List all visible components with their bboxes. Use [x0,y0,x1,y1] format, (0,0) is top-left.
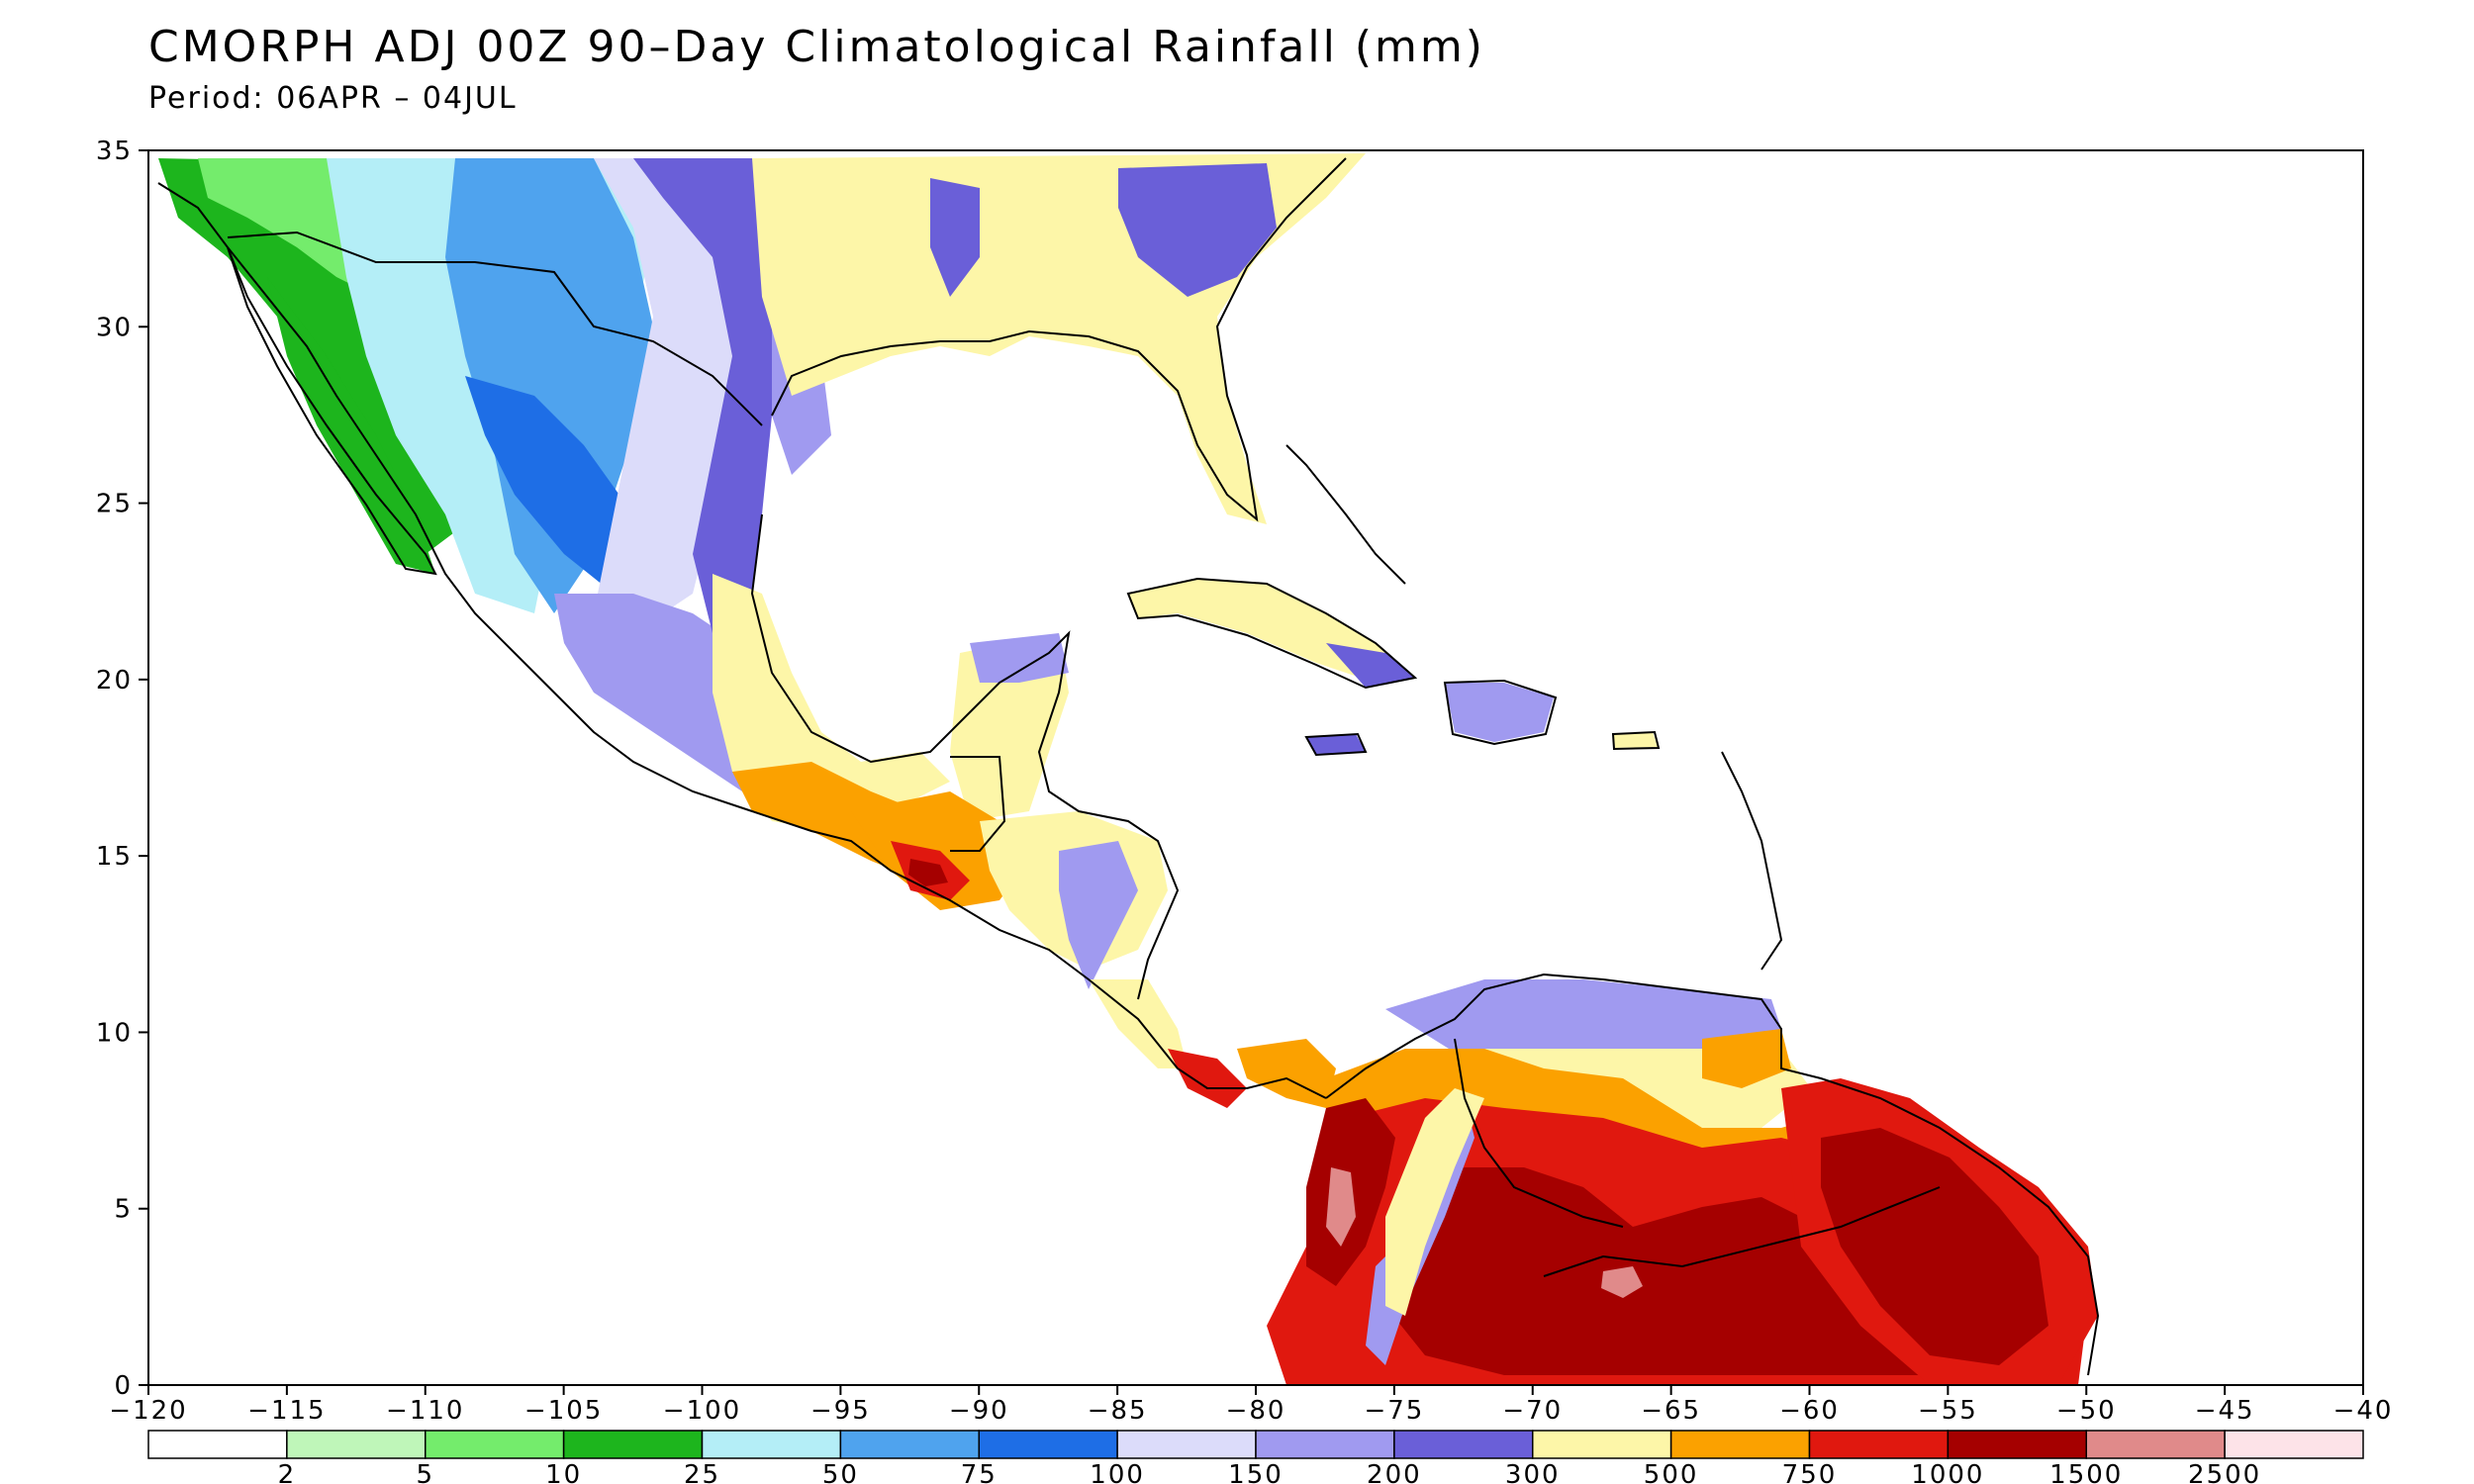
x-tick-label: −70 [1502,1396,1563,1426]
y-axis: 0 5 10 15 20 25 30 35 [96,137,148,1401]
coastline-baja [227,246,437,576]
x-tick-label: −115 [247,1396,326,1426]
precip-region-cuba [1128,579,1405,683]
coastline-north-america [157,182,1327,1099]
y-tick-label: 30 [96,313,133,342]
colorbar-swatch [839,1430,980,1459]
precip-region-nicaragua [1059,841,1138,989]
colorbar-swatch [2224,1430,2364,1459]
colorbar-swatch [562,1430,704,1459]
y-tick-label: 5 [114,1195,133,1225]
border-guatemala [950,756,1006,852]
precip-region-hispaniola [1445,683,1554,742]
colorbar-swatch [1808,1430,1950,1459]
colorbar-label: 300 [1505,1460,1561,1484]
colorbar-label: 25 [684,1460,720,1484]
x-tick-label: −40 [2333,1396,2394,1426]
colorbar-swatch [1255,1430,1395,1459]
x-tick-label: −110 [386,1396,464,1426]
coastline-us-gulf [771,157,1347,522]
precip-region-venezuela-coast [1385,979,1781,1059]
map-title: CMORPH ADJ 00Z 90–Day Climatological Rai… [148,22,1485,72]
border-us-mexico [227,231,763,426]
precip-region-georgia [1118,163,1277,297]
colorbar-label: 10 [545,1460,582,1484]
coastline-south-america [1325,973,2100,1376]
colorbar-swatch [1116,1430,1257,1459]
x-tick-label: −100 [663,1396,741,1426]
x-axis: −120 −115 −110 −105 −100 −95 −90 −85 −80 −75 −70 −6… [109,1385,2394,1426]
precip-region-andes-yellow [1385,1088,1484,1316]
colorbar: 2 5 10 25 50 75 100 150 200 300 500 750 1000 1500 2500 [147,1430,2364,1484]
precip-region-guatemala-core [908,859,948,886]
x-tick-label: −45 [2195,1396,2255,1426]
coastline-gulf [750,513,1180,1000]
x-tick-label: −85 [1088,1396,1148,1426]
colorbar-label: 150 [1228,1460,1284,1484]
precip-region-yucatan-purple [970,633,1069,683]
colorbar-swatch [978,1430,1118,1459]
colorbar-label: 750 [1782,1460,1838,1484]
precip-region-cuba-east [1326,643,1415,688]
x-tick-label: −75 [1364,1396,1424,1426]
colorbar-label: 200 [1367,1460,1422,1484]
colorbar-label: 1000 [1911,1460,1984,1484]
colorbar-swatch [1669,1430,1811,1459]
x-tick-label: −95 [810,1396,871,1426]
coastline-cuba [1126,577,1418,690]
colorbar-swatch [701,1430,842,1459]
colorbar-label: 500 [1644,1460,1699,1484]
x-tick-label: −65 [1641,1396,1701,1426]
precip-region-costa-rica [1089,979,1188,1068]
x-tick-label: −80 [1226,1396,1286,1426]
rainfall-fill [158,153,2098,1385]
colorbar-swatch [147,1430,288,1459]
y-tick-label: 20 [96,666,133,696]
coastline-jamaica [1304,732,1368,757]
colorbar-label: 5 [416,1460,434,1484]
precip-region-panama [1168,1049,1247,1108]
coastline-puerto-rico [1611,730,1661,751]
precip-region-puerto-rico [1613,732,1658,748]
precip-region-amapa [1702,1029,1791,1088]
map-period: Period: 06APR – 04JUL [148,81,518,116]
x-tick-label: −60 [1779,1396,1840,1426]
x-tick-label: −105 [524,1396,603,1426]
colorbar-label: 2500 [2188,1460,2261,1484]
coastline-bahamas [1285,444,1406,585]
precip-region-southern-plains [930,178,980,297]
x-tick-label: −55 [1918,1396,1978,1426]
x-tick-label: −120 [109,1396,187,1426]
coastline-hispaniola [1443,679,1558,746]
border-brazil [1543,1186,1941,1277]
colorbar-swatch [1532,1430,1672,1459]
y-tick-label: 0 [114,1371,133,1401]
colorbar-swatch [286,1430,427,1459]
y-tick-label: 25 [96,490,133,519]
coastline-lesser-antilles [1721,751,1783,971]
colorbar-label: 50 [822,1460,859,1484]
colorbar-label: 75 [961,1460,998,1484]
colorbar-swatch [2085,1430,2226,1459]
colorbar-label: 2 [278,1460,297,1484]
coastlines [157,157,2100,1376]
precip-region-guianas-core [1821,1128,2048,1365]
precip-region-jamaica [1306,734,1366,754]
border-colombia-venezuela [1454,1038,1624,1228]
colorbar-label: 100 [1090,1460,1145,1484]
colorbar-swatch [1393,1430,1534,1459]
y-tick-label: 15 [96,842,133,872]
precip-region-amazon-max [1601,1266,1643,1298]
x-tick-label: −50 [2056,1396,2117,1426]
x-tick-label: −90 [949,1396,1009,1426]
precip-region-sierra-madre [465,376,653,594]
y-tick-label: 35 [96,137,133,166]
colorbar-swatch [425,1430,565,1459]
colorbar-swatch [1947,1430,2087,1459]
y-tick-label: 10 [96,1018,133,1048]
precip-region-choco-max [1326,1167,1356,1247]
colorbar-label: 1500 [2049,1460,2123,1484]
